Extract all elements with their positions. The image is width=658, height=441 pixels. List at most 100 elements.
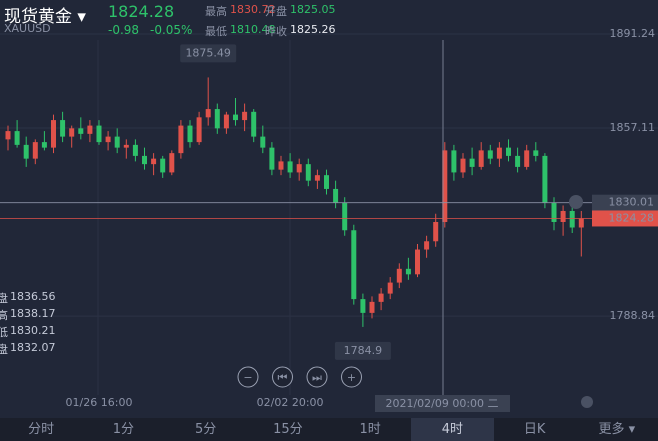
- crosshair-label: 2021/02/09 00:00 二: [385, 397, 498, 410]
- extreme-label: 1875.49: [185, 46, 231, 59]
- candle-body: [433, 221, 439, 242]
- candle-body: [196, 117, 202, 143]
- zoom-button[interactable]: ⏮: [272, 366, 293, 388]
- candle-body: [296, 164, 302, 173]
- last-price-label: 1824.28: [609, 211, 655, 224]
- name: 现货黄金: [4, 7, 72, 27]
- change: -0.98: [108, 23, 140, 37]
- candle-body: [324, 175, 329, 189]
- candle-body: [260, 136, 266, 148]
- x-tick-label: 01/26 16:00: [66, 396, 133, 409]
- candle-body: [478, 150, 484, 167]
- candle-body: [369, 301, 375, 313]
- candle-body: [560, 210, 566, 222]
- stat-value: 1810.48: [230, 23, 276, 36]
- candle-body: [342, 202, 348, 231]
- candle-body: [269, 147, 275, 170]
- candle-body: [169, 153, 175, 173]
- candle-body: [87, 125, 93, 134]
- candle-body: [515, 155, 521, 167]
- candle-body: [378, 293, 384, 302]
- button-icon: +: [347, 371, 356, 384]
- candle-body: [424, 241, 430, 250]
- tab[interactable]: 分时: [28, 422, 55, 437]
- button-icon: ⏭: [312, 371, 322, 384]
- overlay-value: 1838.17: [10, 307, 56, 320]
- candle-body: [78, 128, 84, 134]
- tab[interactable]: 日K: [523, 422, 546, 437]
- candle-body: [415, 249, 420, 275]
- change-pct: -0.05%: [150, 23, 193, 37]
- candle-body: [506, 147, 511, 156]
- candle-body: [14, 131, 20, 145]
- zoom-button[interactable]: +: [341, 366, 362, 388]
- button-ring: [272, 366, 293, 388]
- instrument-name[interactable]: 现货黄金 ▾: [4, 7, 86, 27]
- y-tick-label: 1891.24: [610, 27, 656, 40]
- candle-body: [524, 150, 530, 167]
- period-tabs: 分时 1分 5分 15分 1时 4时 日K 更多 ▾: [0, 418, 658, 441]
- scroll-dot: [581, 396, 593, 408]
- stat-label: 最高: [205, 5, 227, 18]
- candle-body: [187, 125, 193, 143]
- candle-body: [405, 268, 411, 275]
- candle-body: [278, 161, 284, 170]
- zoom-button[interactable]: −: [237, 366, 259, 388]
- symbol: XAUUSD: [4, 22, 51, 35]
- tab[interactable]: 更多 ▾: [598, 422, 636, 437]
- candle-body: [469, 158, 475, 167]
- button-ring: [306, 366, 328, 388]
- overlay-label: 盘: [0, 292, 8, 305]
- candle-body: [51, 120, 56, 148]
- candle-body: [223, 114, 229, 129]
- candle-body: [578, 218, 584, 228]
- candle-body: [32, 142, 38, 159]
- x-tick-label: 02/02 20:00: [257, 396, 324, 409]
- candle-body: [96, 125, 102, 143]
- candle-body: [151, 158, 157, 165]
- candle-body: [251, 111, 257, 137]
- extreme-box: [334, 341, 391, 360]
- candle-body: [142, 155, 147, 165]
- candle-body: [496, 147, 502, 159]
- candle-body: [396, 268, 402, 283]
- tab[interactable]: 1时: [359, 422, 381, 437]
- chart: 1891.24 1857.11 1788.84 01/26 16:00 02/02 20…: [0, 27, 658, 412]
- price: 1824.28: [108, 2, 175, 21]
- crosshair-price-box: [592, 194, 658, 211]
- tab[interactable]: 5分: [194, 422, 217, 437]
- overlay-value: 1832.07: [10, 341, 56, 354]
- tab[interactable]: 4时: [411, 418, 494, 441]
- tab[interactable]: 15分: [273, 422, 303, 437]
- candle-body: [114, 136, 120, 148]
- candle-body: [451, 150, 457, 173]
- extreme-label: 1784.9: [344, 344, 383, 357]
- zoom-button[interactable]: ⏭: [306, 366, 328, 388]
- button-ring: [237, 366, 259, 388]
- candle-body: [542, 155, 548, 203]
- stat-label: 开盘: [265, 5, 287, 18]
- candle-body: [305, 164, 311, 181]
- stat-label: 最低: [205, 25, 227, 38]
- button-icon: ⏮: [278, 371, 288, 384]
- overlay-label: 高: [0, 309, 8, 322]
- tab[interactable]: 1分: [112, 422, 135, 437]
- candle-body: [314, 175, 320, 181]
- candle-body: [23, 144, 29, 159]
- candle-body: [460, 158, 466, 173]
- candle-body: [178, 125, 184, 154]
- last-price-box: [592, 210, 658, 227]
- candle-body: [60, 120, 66, 137]
- candle-body: [487, 150, 493, 159]
- stat-value: 1825.26: [290, 23, 336, 36]
- overlay-label: 盘: [0, 343, 8, 356]
- stat-label: 昨收: [265, 25, 287, 38]
- candle-body: [287, 161, 293, 173]
- candle-body: [5, 131, 11, 140]
- stat-value: 1830.72: [230, 3, 276, 16]
- candle-body: [105, 136, 111, 143]
- candle-body: [442, 150, 448, 222]
- candle-body: [160, 158, 166, 173]
- button-icon: −: [243, 371, 252, 384]
